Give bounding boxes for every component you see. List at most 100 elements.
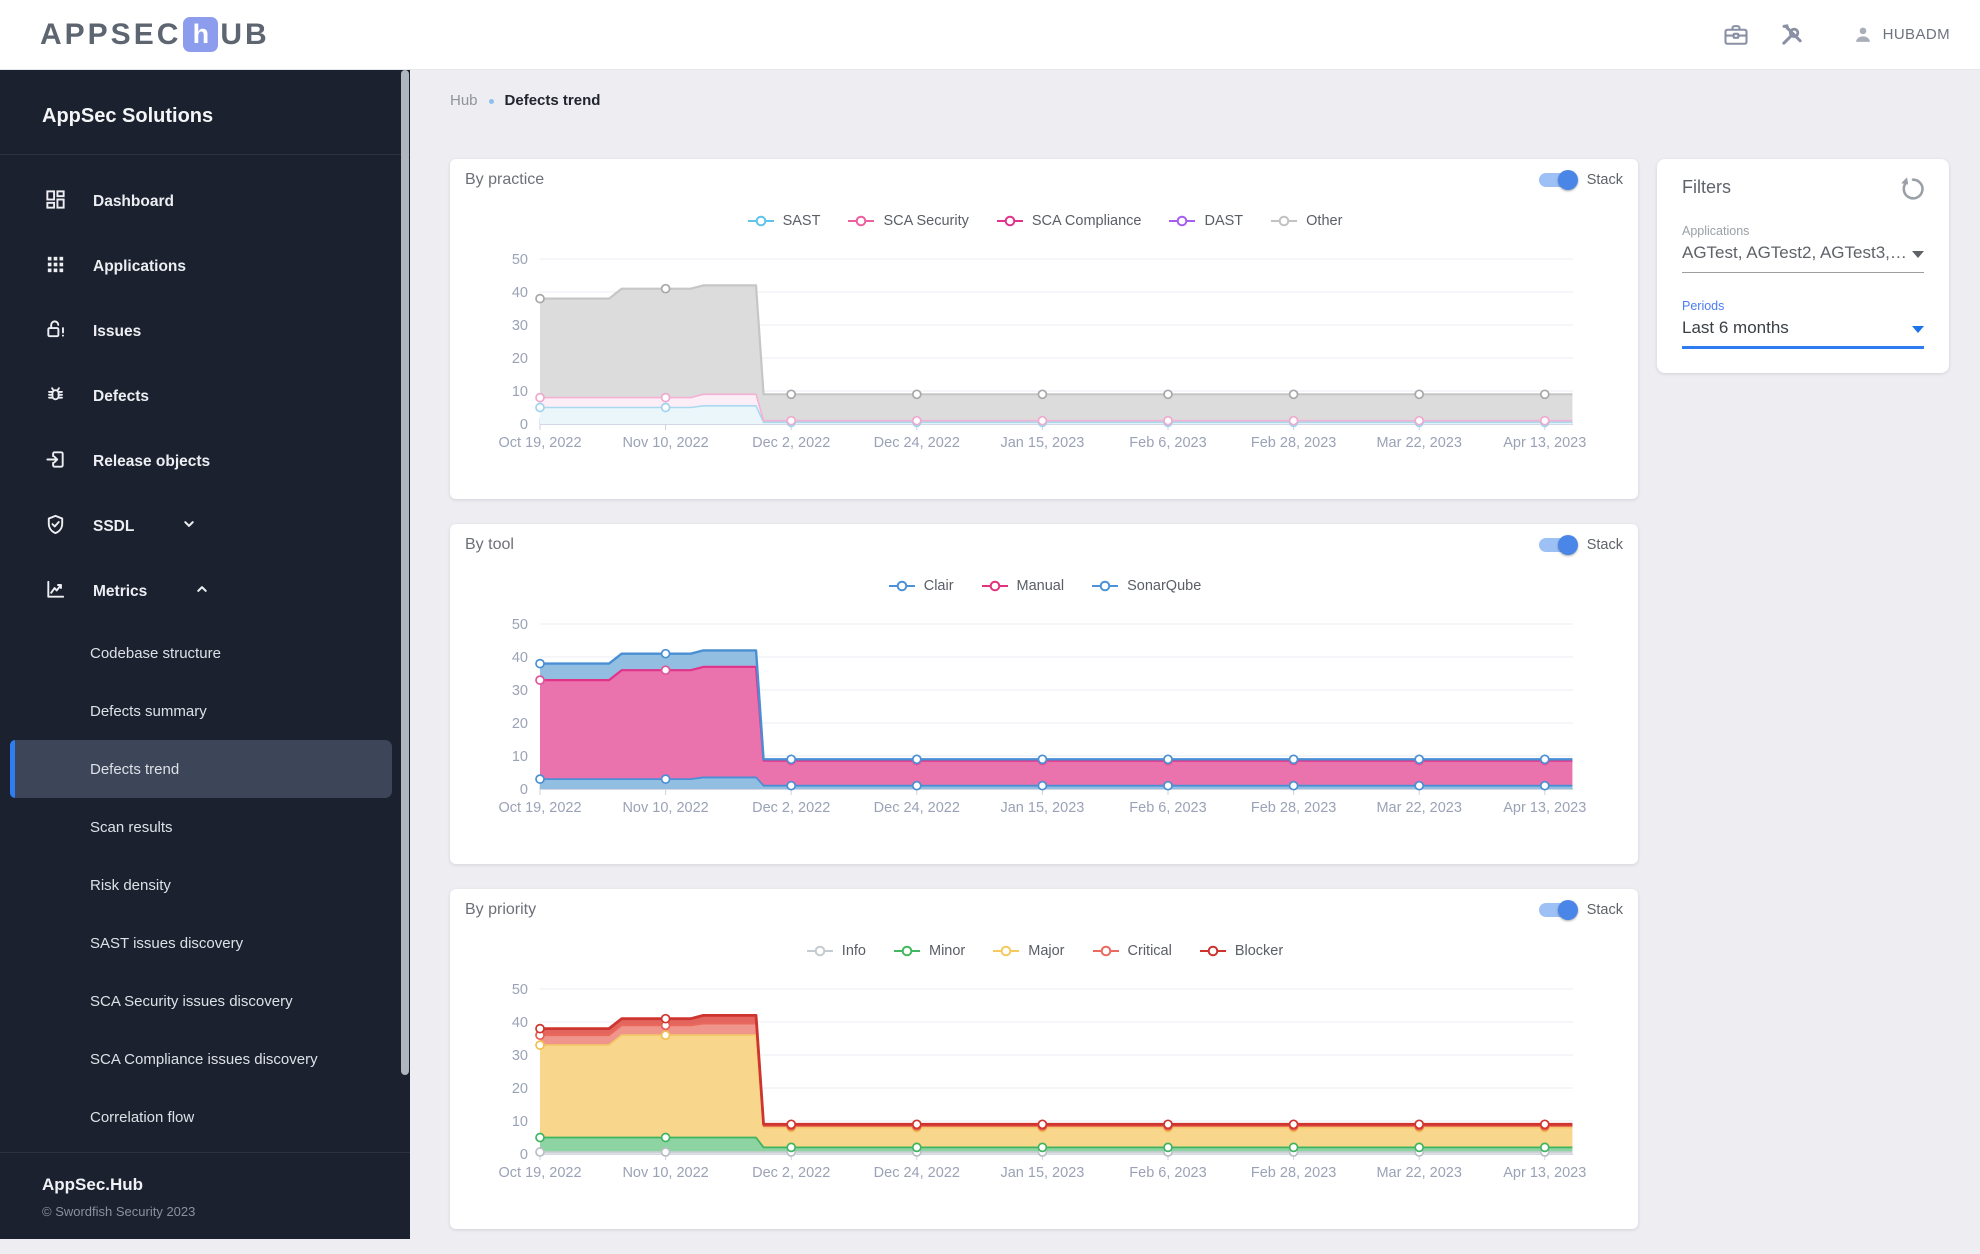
svg-text:10: 10 <box>512 749 528 765</box>
svg-text:Mar 22, 2023: Mar 22, 2023 <box>1376 800 1461 816</box>
legend-item[interactable]: Blocker <box>1198 943 1283 959</box>
legend-item[interactable]: DAST <box>1167 213 1243 229</box>
chart-card-by-priority: By priority Stack Info Minor Major Critical… <box>450 889 1638 1229</box>
svg-text:30: 30 <box>512 1048 528 1064</box>
exit-to-app-icon <box>44 448 67 476</box>
periods-select[interactable]: Last 6 months <box>1682 318 1924 338</box>
svg-text:Jan 15, 2023: Jan 15, 2023 <box>1000 1165 1084 1181</box>
svg-text:40: 40 <box>512 1015 528 1031</box>
legend-item[interactable]: SCA Security <box>846 213 969 229</box>
legend-label: Other <box>1306 213 1343 229</box>
svg-text:Nov 10, 2022: Nov 10, 2022 <box>622 435 708 451</box>
legend-label: Manual <box>1016 578 1065 594</box>
person-icon <box>1855 27 1870 42</box>
stack-toggle-label: Stack <box>1586 902 1623 918</box>
sidebar-item-dashboard[interactable]: Dashboard <box>0 169 410 234</box>
stack-toggle-label: Stack <box>1586 537 1623 553</box>
stack-toggle[interactable] <box>1538 535 1578 555</box>
sidebar-item-label: Applications <box>93 257 187 275</box>
sidebar-item-codebase-structure[interactable]: Codebase structure <box>10 624 392 682</box>
legend-marker-icon <box>1169 215 1196 227</box>
sidebar-item-defects[interactable]: Defects <box>0 364 410 429</box>
legend-label: SCA Compliance <box>1031 213 1142 229</box>
breadcrumb-separator-icon <box>488 99 494 104</box>
sidebar-item-label: SSDL <box>93 517 135 535</box>
legend-label: SonarQube <box>1127 578 1202 594</box>
sidebar-item-issues[interactable]: Issues <box>0 299 410 364</box>
toolbox-icon[interactable] <box>1722 21 1750 49</box>
svg-text:20: 20 <box>512 716 528 732</box>
user-menu[interactable]: HUBADM <box>1852 24 1950 46</box>
sidebar-footer: AppSec.Hub © Swordfish Security 2023 <box>0 1152 410 1239</box>
sidebar-heading: AppSec Solutions <box>42 105 214 127</box>
lock-open-icon <box>44 318 67 346</box>
svg-text:Apr 13, 2023: Apr 13, 2023 <box>1503 1165 1586 1181</box>
legend-marker-icon <box>806 945 833 957</box>
sidebar-item-scan-results[interactable]: Scan results <box>10 798 392 856</box>
breadcrumb: Hub Defects trend <box>450 92 1980 109</box>
legend-item[interactable]: SonarQube <box>1090 578 1201 594</box>
sidebar-item-defects-summary[interactable]: Defects summary <box>10 682 392 740</box>
legend-item[interactable]: Info <box>805 943 866 959</box>
stack-toggle[interactable] <box>1538 170 1578 190</box>
legend-label: Critical <box>1127 943 1172 959</box>
legend-item[interactable]: Other <box>1269 213 1342 229</box>
legend-label: Info <box>841 943 866 959</box>
periods-label: Periods <box>1682 299 1725 313</box>
chevron-down-icon <box>180 515 198 538</box>
svg-text:Feb 6, 2023: Feb 6, 2023 <box>1129 435 1206 451</box>
svg-text:Dec 2, 2022: Dec 2, 2022 <box>752 435 830 451</box>
svg-text:Feb 28, 2023: Feb 28, 2023 <box>1251 1165 1336 1181</box>
svg-text:20: 20 <box>512 1081 528 1097</box>
svg-text:Feb 28, 2023: Feb 28, 2023 <box>1251 800 1336 816</box>
svg-text:Mar 22, 2023: Mar 22, 2023 <box>1376 435 1461 451</box>
chart-title: By practice <box>465 171 545 188</box>
svg-text:Nov 10, 2022: Nov 10, 2022 <box>622 800 708 816</box>
breadcrumb-hub-link[interactable]: Hub <box>450 92 478 109</box>
svg-text:Apr 13, 2023: Apr 13, 2023 <box>1503 800 1586 816</box>
legend-item[interactable]: Clair <box>887 578 954 594</box>
legend-item[interactable]: Manual <box>980 578 1065 594</box>
chart-canvas: 0 10 20 30 40 50 Oct 19, 2022 Nov 10, 2022 Dec 2… <box>498 254 1586 451</box>
sub-item-label: Defects summary <box>90 702 207 720</box>
sidebar-item-release-objects[interactable]: Release objects <box>0 429 410 494</box>
legend-item[interactable]: Minor <box>892 943 965 959</box>
sidebar-item-sast-issues-discovery[interactable]: SAST issues discovery <box>10 914 392 972</box>
legend-label: Blocker <box>1234 943 1284 959</box>
legend-label: SAST <box>782 213 821 229</box>
applications-select[interactable]: AGTest, AGTest2, AGTest3, AG... <box>1682 243 1924 263</box>
sidebar-item-ssdl[interactable]: SSDL <box>0 494 410 559</box>
sidebar-item-applications[interactable]: Applications <box>0 234 410 299</box>
svg-text:40: 40 <box>512 650 528 666</box>
sidebar-item-sca-security-issues-discovery[interactable]: SCA Security issues discovery <box>10 972 392 1030</box>
svg-text:50: 50 <box>512 984 528 998</box>
reset-filters-icon[interactable] <box>1899 175 1927 208</box>
legend-label: Minor <box>928 943 966 959</box>
stack-toggle[interactable] <box>1538 900 1578 920</box>
chart-canvas: 0 10 20 30 40 50 Oct 19, 2022 Nov 10, 2022 Dec 2… <box>498 984 1586 1181</box>
sidebar-item-defects-trend[interactable]: Defects trend <box>10 740 392 798</box>
legend-item[interactable]: SCA Compliance <box>995 213 1142 229</box>
legend-item[interactable]: SAST <box>746 213 821 229</box>
sidebar-item-risk-density[interactable]: Risk density <box>10 856 392 914</box>
legend-item[interactable]: Major <box>991 943 1065 959</box>
sidebar-scrollbar[interactable] <box>401 70 409 1075</box>
chart-line-icon <box>44 578 67 606</box>
sidebar-item-metrics[interactable]: Metrics <box>0 559 410 624</box>
legend-item[interactable]: Critical <box>1091 943 1172 959</box>
apps-icon <box>44 253 67 281</box>
sidebar-item-correlation-flow[interactable]: Correlation flow <box>10 1088 392 1146</box>
svg-text:Dec 24, 2022: Dec 24, 2022 <box>874 1165 960 1181</box>
admin-tools-icon[interactable] <box>1778 21 1806 49</box>
username-label: HUBADM <box>1882 26 1950 43</box>
legend-marker-icon <box>1092 580 1119 592</box>
sidebar-item-sca-compliance-issues-discovery[interactable]: SCA Compliance issues discovery <box>10 1030 392 1088</box>
dashboard-icon <box>44 188 67 216</box>
legend-label: DAST <box>1204 213 1244 229</box>
chevron-up-icon <box>193 580 211 603</box>
sub-item-label: SCA Security issues discovery <box>90 992 293 1010</box>
svg-text:Jan 15, 2023: Jan 15, 2023 <box>1000 800 1084 816</box>
periods-underline <box>1682 346 1924 349</box>
svg-text:10: 10 <box>512 384 528 400</box>
svg-text:Oct 19, 2022: Oct 19, 2022 <box>498 1165 581 1181</box>
